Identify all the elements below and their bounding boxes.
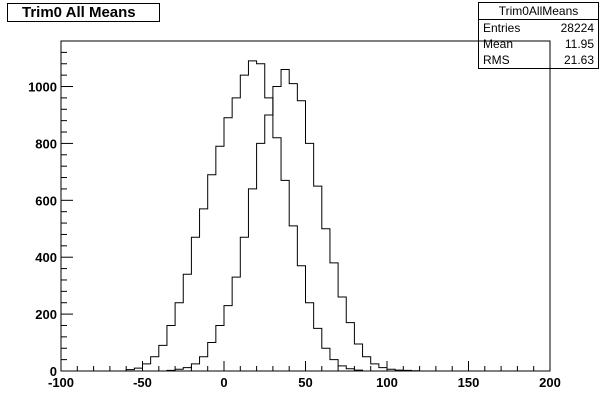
x-tick-label: 0: [220, 375, 227, 390]
stats-name: Trim0AllMeans: [479, 3, 598, 20]
x-tick-label: -50: [133, 375, 152, 390]
histogram-series-1: [118, 60, 364, 372]
x-tick-label: -100: [48, 375, 74, 390]
x-tick-label: 100: [376, 375, 398, 390]
x-tick-label: 200: [539, 375, 561, 390]
stats-label: RMS: [483, 53, 510, 67]
axis-ticks: -100 -50 0 50 100 150 200 0 200 400 600 800 1000: [28, 40, 561, 390]
x-tick-label: 50: [298, 375, 312, 390]
y-tick-label: 400: [35, 250, 57, 265]
histogram-series-2: [166, 68, 421, 372]
y-tick-label: 800: [35, 136, 57, 151]
stats-value: 11.95: [564, 37, 594, 51]
y-tick-label: 1000: [28, 80, 57, 95]
stats-box: Trim0AllMeans Entries 28224 Mean 11.95 R…: [478, 2, 599, 69]
histogram-title: Trim0 All Means: [7, 3, 160, 22]
stats-value: 28224: [560, 21, 594, 35]
stats-row-rms: RMS 21.63: [479, 52, 598, 68]
stats-row-entries: Entries 28224: [479, 20, 598, 36]
y-tick-label: 600: [35, 193, 57, 208]
plot-frame: [60, 40, 551, 372]
plot-border: [60, 40, 551, 372]
y-tick-label: 200: [35, 307, 57, 322]
histogram-series: [118, 60, 421, 372]
stats-value: 21.63: [563, 53, 594, 67]
y-tick-label: 0: [50, 364, 57, 379]
stats-label: Entries: [483, 21, 521, 35]
x-tick-label: 150: [458, 375, 480, 390]
